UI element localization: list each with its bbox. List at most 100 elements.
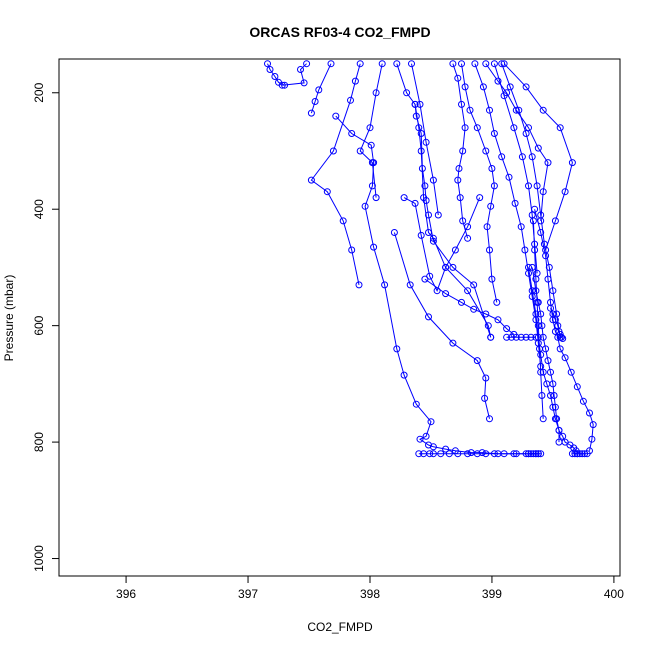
data-point [464, 287, 472, 295]
data-point [555, 426, 563, 434]
data-point [537, 450, 545, 458]
data-point [556, 124, 564, 132]
x-axis: 396 397 398 399 400 [116, 576, 624, 601]
data-point [522, 130, 530, 137]
data-point [551, 403, 559, 411]
data-point [573, 383, 581, 391]
data-point [493, 298, 501, 306]
data-point [425, 441, 432, 449]
data-point [418, 165, 426, 172]
data-point [544, 275, 552, 283]
data-point [547, 304, 554, 312]
series-line [282, 63, 307, 86]
data-point [442, 263, 450, 271]
data-point [307, 109, 315, 117]
data-point [512, 450, 520, 458]
data-point [538, 392, 546, 399]
data-point [300, 79, 308, 87]
data-point [482, 310, 490, 318]
data-point [537, 229, 545, 236]
data-point [528, 287, 536, 295]
data-point [561, 188, 569, 196]
data-point [494, 77, 502, 85]
series-11 [400, 194, 484, 295]
data-point [486, 415, 493, 423]
series-line [461, 63, 498, 303]
data-point [482, 60, 490, 68]
data-point [503, 89, 511, 97]
data-point [494, 316, 502, 324]
data-point [473, 124, 481, 132]
data-point [476, 194, 484, 202]
series-21 [500, 60, 576, 254]
data-point [578, 450, 586, 458]
series-line [396, 63, 492, 338]
data-point [421, 182, 429, 190]
series-14 [503, 333, 540, 341]
data-point [527, 450, 535, 458]
data-point [505, 173, 513, 181]
data-point [400, 194, 408, 202]
series-line [501, 63, 561, 338]
series-15 [449, 60, 472, 242]
data-point [528, 153, 536, 161]
data-point [525, 182, 532, 190]
series-line [310, 63, 332, 114]
data-point [266, 66, 274, 73]
data-point [442, 445, 450, 453]
data-point [429, 237, 437, 245]
data-point [425, 211, 432, 219]
data-point [454, 176, 462, 184]
data-point [348, 246, 356, 254]
data-point [500, 60, 508, 68]
data-point [412, 112, 420, 120]
series-7 [415, 450, 542, 458]
series-25 [529, 217, 547, 423]
x-tick-label: 398 [360, 587, 380, 601]
data-point [542, 252, 550, 260]
data-point [454, 450, 462, 458]
data-point [512, 106, 520, 114]
series-9 [411, 100, 495, 341]
data-point [307, 176, 315, 184]
data-point [427, 418, 435, 426]
series-28 [525, 450, 545, 458]
series-19 [498, 60, 564, 341]
data-point [332, 112, 340, 120]
data-point [421, 275, 429, 283]
data-point [571, 450, 579, 458]
data-point [529, 217, 537, 225]
data-point [351, 77, 359, 85]
series-3 [307, 60, 335, 117]
data-point [525, 124, 532, 132]
data-point [490, 450, 498, 458]
series-line [267, 63, 285, 86]
data-point [393, 345, 401, 353]
data-point [368, 182, 376, 190]
data-point [547, 392, 554, 399]
series-line [403, 197, 481, 292]
y-tick-label: 600 [32, 315, 46, 335]
data-point [464, 234, 472, 242]
data-point [544, 357, 552, 365]
data-point [589, 421, 597, 429]
data-point [568, 450, 576, 458]
data-point [537, 368, 545, 376]
data-point [561, 354, 569, 362]
data-point [503, 325, 511, 333]
x-tick-label: 399 [482, 587, 502, 601]
series-line [452, 63, 469, 239]
data-point [471, 60, 479, 68]
data-point [544, 159, 552, 167]
data-point [559, 335, 567, 342]
data-point [366, 124, 374, 132]
data-point [490, 182, 498, 190]
data-point [533, 298, 541, 306]
data-point [579, 397, 587, 405]
data-point [534, 322, 542, 330]
y-tick-label: 1000 [32, 545, 46, 572]
series-line [335, 115, 536, 455]
x-tick-label: 400 [604, 587, 624, 601]
data-point [429, 450, 437, 458]
